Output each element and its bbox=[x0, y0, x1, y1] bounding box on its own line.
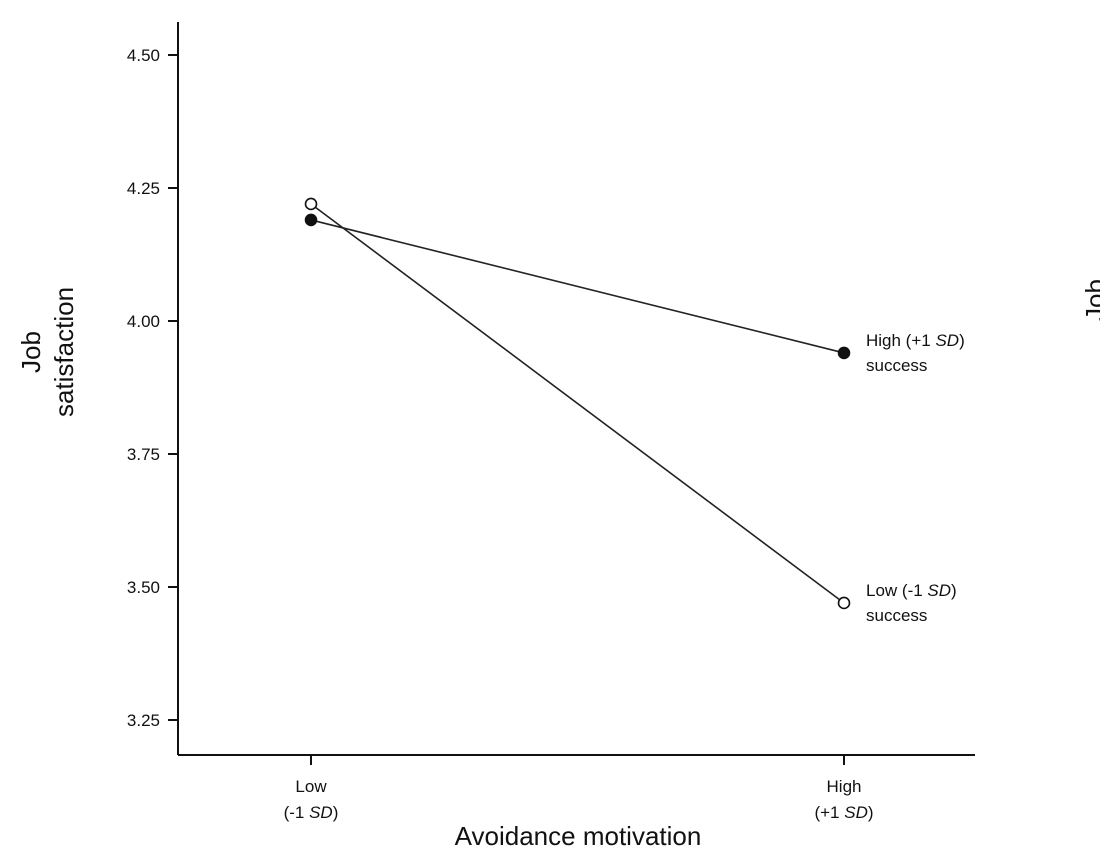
series-layer: High (+1 SD) success Low (-1 SD) success bbox=[304, 197, 965, 625]
series-0-point-0 bbox=[304, 213, 318, 227]
series-1-point-1 bbox=[837, 596, 851, 610]
y-tick-label: 4.00 bbox=[127, 312, 160, 331]
series-line-1 bbox=[310, 203, 845, 604]
series-0-point-1 bbox=[837, 346, 851, 360]
series-label-line1: Low (-1 SD) bbox=[866, 581, 957, 600]
x-ticks: Low (-1 SD) High (+1 SD) bbox=[284, 755, 874, 822]
y-ticks: 4.50 4.25 4.00 3.75 3.50 3.25 bbox=[127, 46, 178, 730]
series-label-line2: success bbox=[866, 606, 927, 625]
series-1-point-0 bbox=[304, 197, 318, 211]
y-tick-label: 4.25 bbox=[127, 179, 160, 198]
y-tick-label: 3.75 bbox=[127, 445, 160, 464]
series-label-line2: success bbox=[866, 356, 927, 375]
x-tick-label-line1: High bbox=[827, 777, 862, 796]
series-label-line1: High (+1 SD) bbox=[866, 331, 965, 350]
x-axis-title: Avoidance motivation bbox=[455, 821, 702, 851]
y-axis-title-line2: satisfaction bbox=[49, 287, 79, 417]
y-tick-label: 3.50 bbox=[127, 578, 160, 597]
series-line-0 bbox=[310, 219, 845, 354]
y-tick-label: 3.25 bbox=[127, 711, 160, 730]
x-tick-label-line1: Low bbox=[295, 777, 327, 796]
x-tick-label-line2: (-1 SD) bbox=[284, 803, 339, 822]
y-tick-label: 4.50 bbox=[127, 46, 160, 65]
y-axis-title-line1: Job bbox=[16, 331, 46, 373]
clipped-neighbor-label: Job bbox=[1080, 279, 1100, 321]
x-tick-label-line2: (+1 SD) bbox=[814, 803, 873, 822]
